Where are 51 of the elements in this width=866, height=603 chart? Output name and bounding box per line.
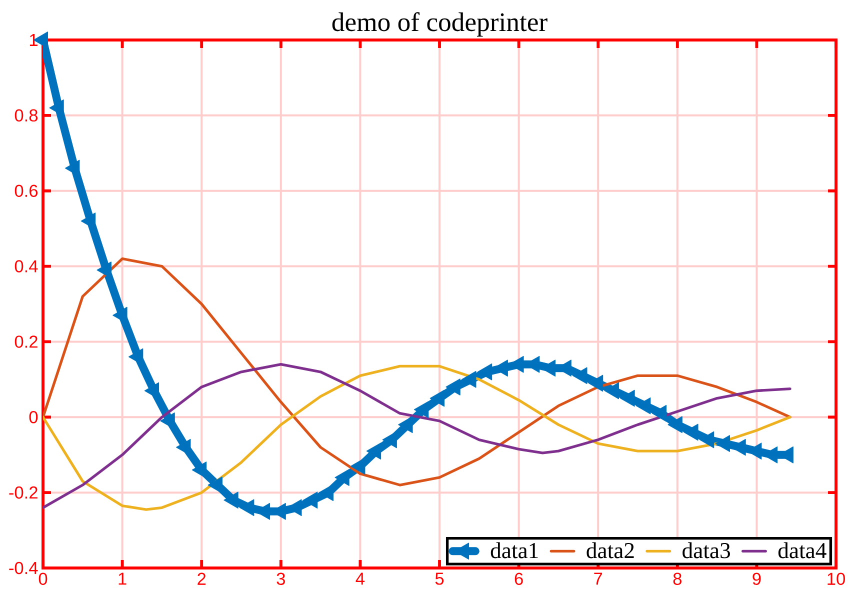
point — [620, 390, 635, 407]
chart-title: demo of codeprinter — [332, 12, 548, 37]
legend-label: data2 — [586, 542, 634, 558]
point — [715, 435, 730, 452]
point — [430, 390, 445, 407]
x-tick-label: 2 — [198, 572, 206, 585]
point — [382, 431, 397, 448]
x-tick-label: 1 — [118, 572, 126, 585]
y-tick-label: 0 — [29, 411, 38, 424]
point — [334, 469, 350, 486]
x-tick-label: 7 — [594, 572, 602, 585]
point — [604, 382, 619, 400]
x-tick-label: 5 — [435, 572, 444, 585]
legend-label: data3 — [682, 542, 730, 558]
x-tick-label: 3 — [276, 572, 285, 585]
point — [318, 484, 334, 501]
line-series — [43, 257, 792, 486]
point — [208, 476, 222, 494]
point — [699, 431, 714, 448]
point — [477, 363, 492, 380]
x-tick-label: 10 — [828, 572, 845, 585]
y-tick-label: 0.8 — [14, 109, 38, 122]
point — [192, 462, 207, 478]
y-tick-label: 0.4 — [14, 260, 38, 272]
point — [652, 404, 667, 422]
y-tick-label: 1 — [30, 34, 38, 46]
point — [302, 492, 318, 509]
y-tick-label: 0.6 — [14, 184, 38, 197]
point — [572, 367, 588, 384]
point — [684, 424, 698, 441]
y-tick-label: -0.4 — [9, 562, 38, 574]
y-tick-label: -0.2 — [9, 486, 38, 499]
y-tick-label: 0.2 — [14, 336, 38, 348]
x-tick-label: 9 — [752, 572, 761, 585]
x-tick-label: 6 — [514, 572, 523, 585]
x-tick-label: 8 — [673, 572, 682, 585]
point — [446, 378, 460, 396]
point — [350, 458, 366, 475]
point — [240, 499, 254, 516]
point — [462, 371, 476, 388]
point — [224, 492, 238, 509]
point — [668, 416, 682, 434]
legend-label: data4 — [778, 542, 826, 558]
x-tick-label: 0 — [38, 572, 48, 585]
point — [636, 397, 651, 414]
legend-label: data1 — [490, 542, 538, 558]
point — [588, 374, 604, 392]
point — [414, 401, 429, 418]
point — [366, 442, 382, 460]
x-tick-label: 4 — [356, 572, 365, 585]
point — [398, 416, 413, 434]
